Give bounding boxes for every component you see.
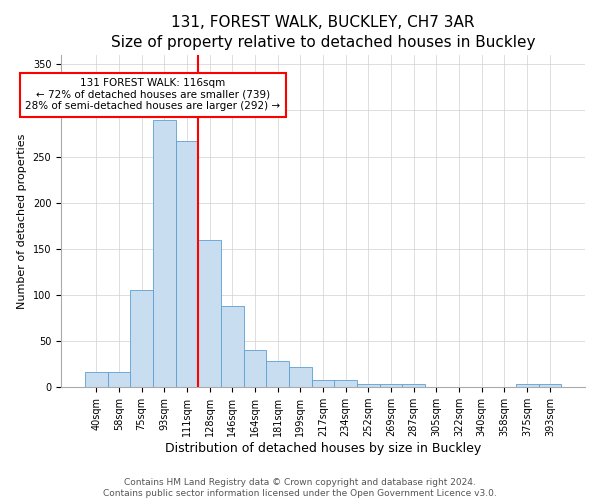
Bar [311, 380, 334, 387]
Bar [266, 362, 289, 387]
Bar [107, 372, 130, 387]
Text: Contains HM Land Registry data © Crown copyright and database right 2024.
Contai: Contains HM Land Registry data © Crown c… [103, 478, 497, 498]
Bar [357, 384, 380, 387]
Bar [130, 290, 153, 387]
Bar [289, 367, 311, 387]
X-axis label: Distribution of detached houses by size in Buckley: Distribution of detached houses by size … [165, 442, 481, 455]
Bar [153, 120, 176, 387]
Bar [244, 350, 266, 387]
Text: 131 FOREST WALK: 116sqm
← 72% of detached houses are smaller (739)
28% of semi-d: 131 FOREST WALK: 116sqm ← 72% of detache… [25, 78, 280, 112]
Title: 131, FOREST WALK, BUCKLEY, CH7 3AR
Size of property relative to detached houses : 131, FOREST WALK, BUCKLEY, CH7 3AR Size … [111, 15, 535, 50]
Bar [516, 384, 539, 387]
Bar [176, 141, 198, 387]
Bar [403, 384, 425, 387]
Bar [334, 380, 357, 387]
Bar [380, 384, 403, 387]
Bar [539, 384, 561, 387]
Bar [221, 306, 244, 387]
Y-axis label: Number of detached properties: Number of detached properties [17, 134, 27, 309]
Bar [198, 240, 221, 387]
Bar [85, 372, 107, 387]
